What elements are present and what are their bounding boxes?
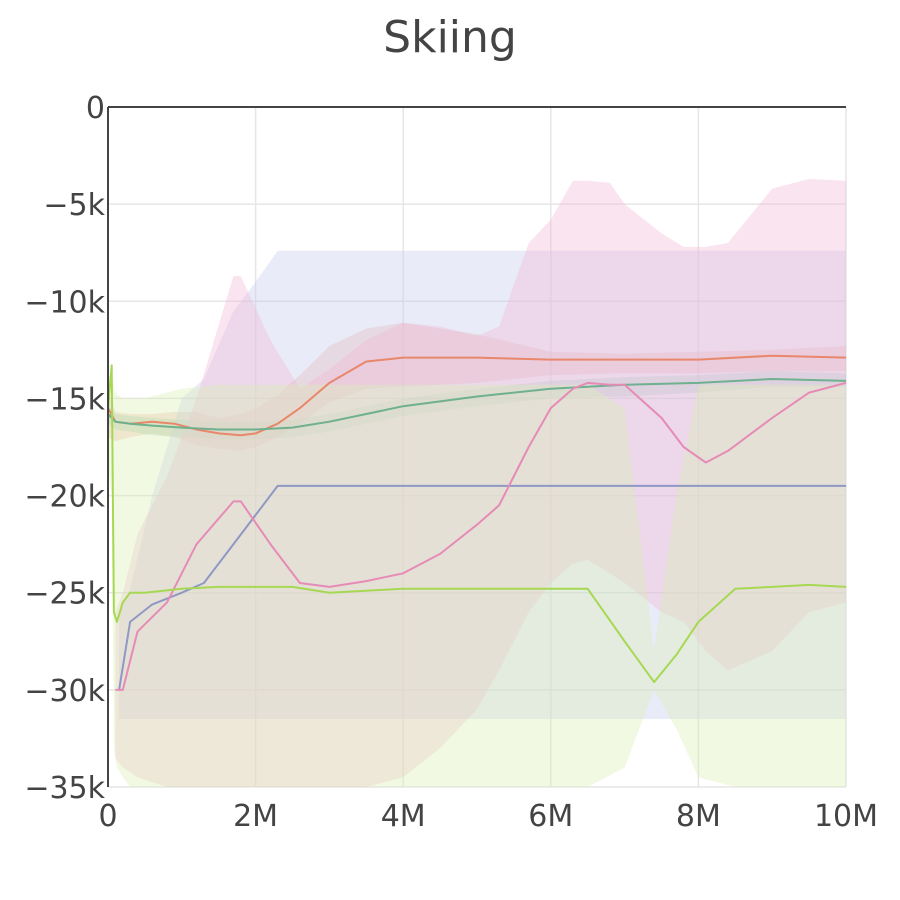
series-5-band [108,369,846,787]
axis-layer [107,106,846,787]
series-1-band [108,322,846,451]
series-2-line [107,378,847,431]
chart-title: Skiing [383,12,517,63]
x-tick-label: 0 [98,799,117,834]
series-1-line [107,354,847,437]
series-5-line [107,364,847,684]
y-tick-label: −10k [24,285,105,320]
grid-layer [107,106,847,788]
y-tick-label: −25k [24,577,105,612]
x-tick-label: 10M [814,799,878,834]
tick-layer: 0 2M 4M 6M 8M 10M 0 −5k −10k −15k −20k −25k −30k −35k [24,91,878,834]
y-tick-label: −5k [43,188,105,223]
x-tick-label: 2M [233,799,278,834]
series-2-band [108,371,846,440]
series-4-line [115,381,847,691]
band-layer [108,178,847,787]
y-tick-label: −15k [24,382,105,417]
y-tick-label: 0 [86,91,105,126]
y-tick-label: −35k [24,771,105,806]
line-layer [107,354,847,691]
series-3-line [118,484,846,691]
y-tick-label: −30k [24,674,105,709]
x-tick-label: 4M [381,799,426,834]
series-4-band [115,178,846,787]
y-tick-label: −20k [24,480,105,515]
x-tick-label: 6M [528,799,573,834]
x-tick-label: 8M [676,799,721,834]
